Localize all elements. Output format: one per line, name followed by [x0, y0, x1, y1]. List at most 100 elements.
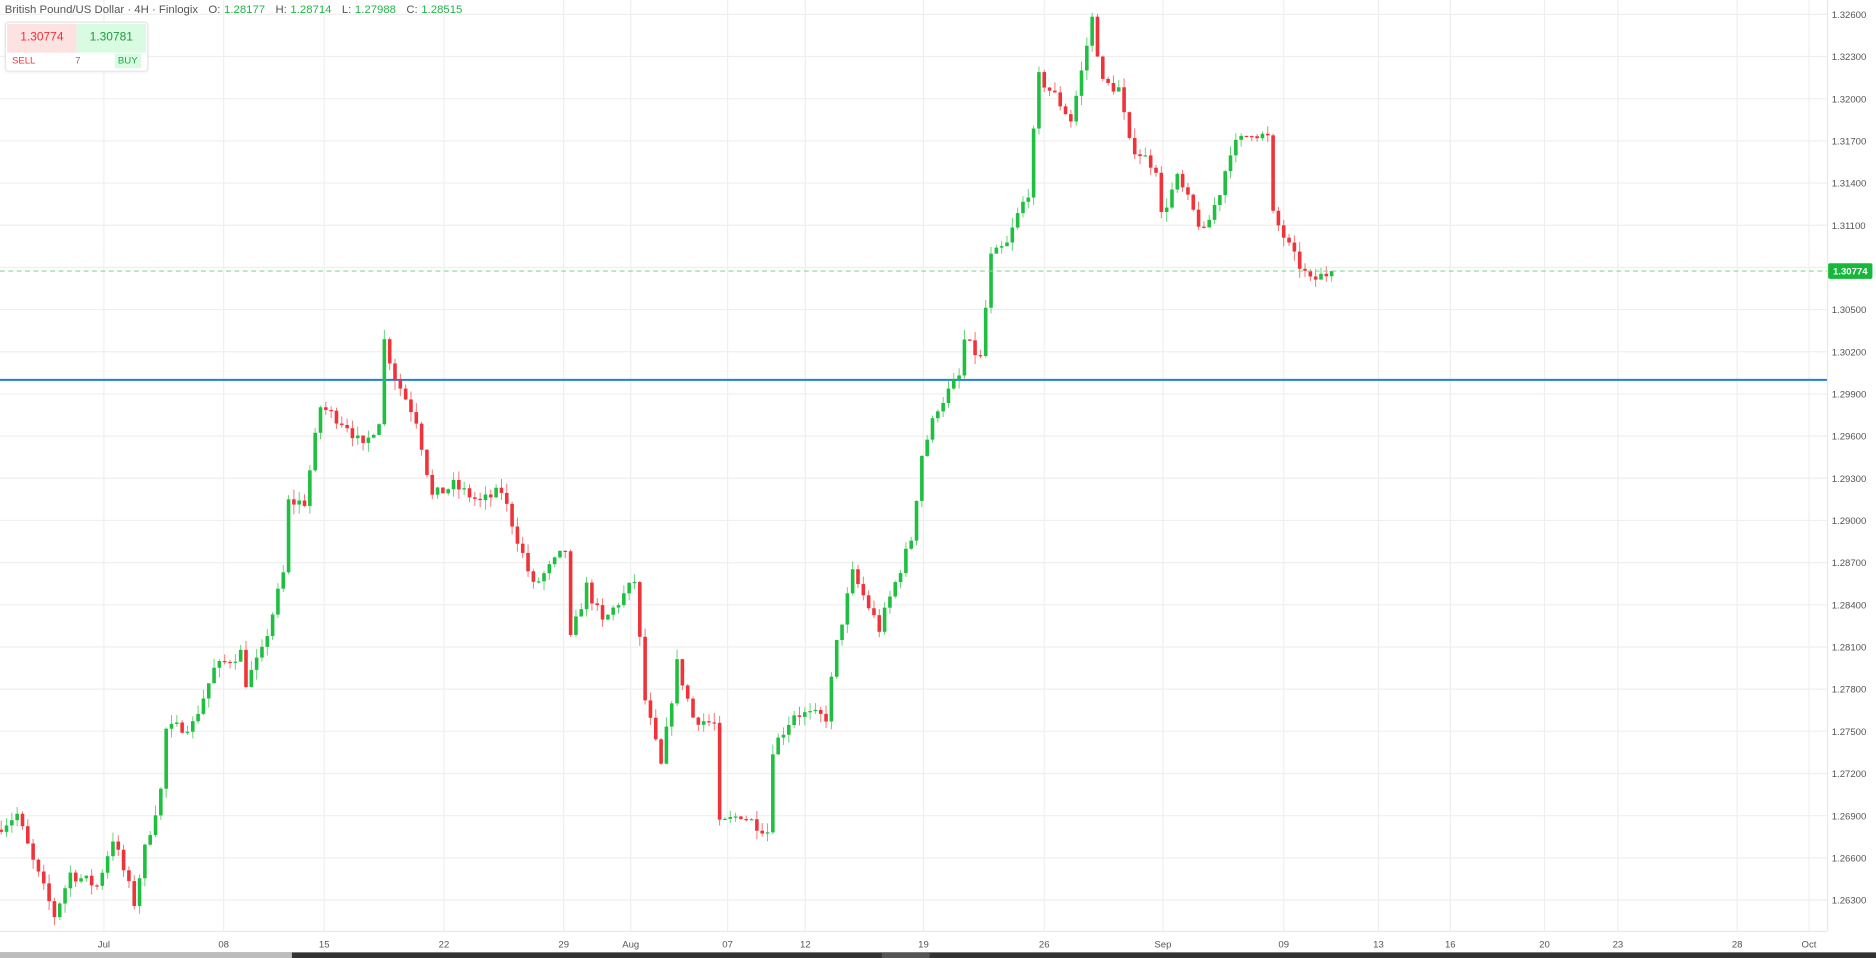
candle [1329, 270, 1334, 282]
candle-body [366, 437, 371, 443]
candle-body [664, 726, 669, 764]
quantity-input[interactable]: 7 [75, 55, 81, 66]
candle [638, 581, 642, 646]
candle-body [1239, 135, 1243, 140]
candle-body [20, 813, 25, 827]
candle [515, 517, 520, 552]
candle [1228, 146, 1233, 179]
candle [339, 416, 344, 428]
candle [377, 423, 381, 436]
candle [281, 565, 286, 592]
candle-body [536, 581, 541, 583]
candle [1127, 111, 1132, 140]
time-tick-label: 19 [918, 940, 929, 951]
candle-body [616, 605, 621, 608]
candle-body [829, 676, 834, 722]
candle-body [717, 722, 722, 820]
candle-body [579, 609, 584, 617]
candle [297, 491, 302, 514]
candle [723, 817, 727, 821]
candle [425, 449, 429, 478]
candle-body [914, 500, 919, 541]
candle-body [1180, 173, 1185, 188]
sell-button[interactable]: 1.30774 [7, 23, 77, 53]
candle-body [31, 843, 35, 860]
candle-body [781, 734, 786, 738]
candle-body [515, 526, 520, 544]
candle-body [712, 722, 717, 724]
candle [15, 806, 19, 827]
candle-body [792, 715, 796, 726]
candle-body [1122, 87, 1126, 113]
candle-body [1202, 226, 1206, 228]
candle-body [494, 487, 498, 498]
candle [893, 580, 898, 599]
price-tick-label: 1.27800 [1832, 685, 1867, 696]
scrollbar-handle[interactable] [881, 952, 930, 958]
buy-button[interactable]: 1.30781 [76, 23, 146, 53]
candle-body [1186, 187, 1190, 195]
time-tick-label: 12 [800, 940, 811, 951]
time-axis: Jul 08 15 22 29 Aug 07 12 19 26 Sep 09 13 16 20 23 28 Oct [98, 940, 1817, 951]
candle [153, 805, 158, 838]
time-tick-label: 16 [1445, 940, 1456, 951]
candle [904, 542, 908, 577]
candle-body [1250, 136, 1254, 138]
candle-body [153, 815, 158, 836]
buy-label[interactable]: BUY [114, 53, 142, 69]
candle-body [121, 849, 126, 871]
candle [584, 576, 589, 617]
scrollbar[interactable] [0, 952, 1876, 958]
candle [1265, 126, 1270, 143]
price-tick-label: 1.26600 [1832, 853, 1867, 864]
candle [244, 640, 248, 689]
candle-body [451, 479, 456, 490]
candle-body [419, 423, 424, 450]
candle-body [850, 569, 855, 594]
candle-body [861, 584, 866, 596]
candle [643, 628, 647, 705]
candle [951, 373, 956, 390]
candle-body [893, 582, 898, 597]
candle [983, 300, 988, 358]
candle [10, 812, 14, 833]
candle-body [489, 494, 493, 498]
candle-body [648, 700, 653, 718]
candle-body [962, 339, 967, 376]
candle [744, 815, 749, 822]
price-tick-label: 1.29600 [1832, 432, 1867, 443]
candle [1234, 133, 1238, 163]
time-tick-label: 13 [1373, 940, 1384, 951]
candle [430, 469, 435, 500]
candle-body [1276, 210, 1281, 226]
candle [355, 426, 360, 445]
candle-body [1079, 70, 1084, 96]
candle-body [776, 737, 780, 755]
candle [962, 329, 967, 379]
candle-body [228, 661, 232, 664]
candle-body [36, 859, 41, 872]
candle-body [1053, 90, 1057, 93]
candle [558, 550, 562, 559]
candle-body [148, 835, 152, 845]
candle [946, 380, 951, 408]
candle-body [866, 595, 871, 609]
candle-body [68, 872, 73, 889]
candle-body [1265, 133, 1270, 136]
candle-body [680, 659, 685, 686]
candle [866, 590, 871, 611]
candle [973, 331, 977, 364]
candle-body [1143, 155, 1148, 157]
time-tick-label: 23 [1613, 940, 1624, 951]
candle [526, 544, 530, 577]
candle [1037, 66, 1041, 135]
candle-body [749, 819, 754, 821]
sell-label[interactable]: SELL [11, 55, 36, 66]
candle [824, 705, 828, 729]
candle [622, 585, 626, 608]
candle-body [1175, 173, 1180, 190]
candle [100, 869, 105, 890]
scrollbar-thumb[interactable] [0, 952, 292, 958]
